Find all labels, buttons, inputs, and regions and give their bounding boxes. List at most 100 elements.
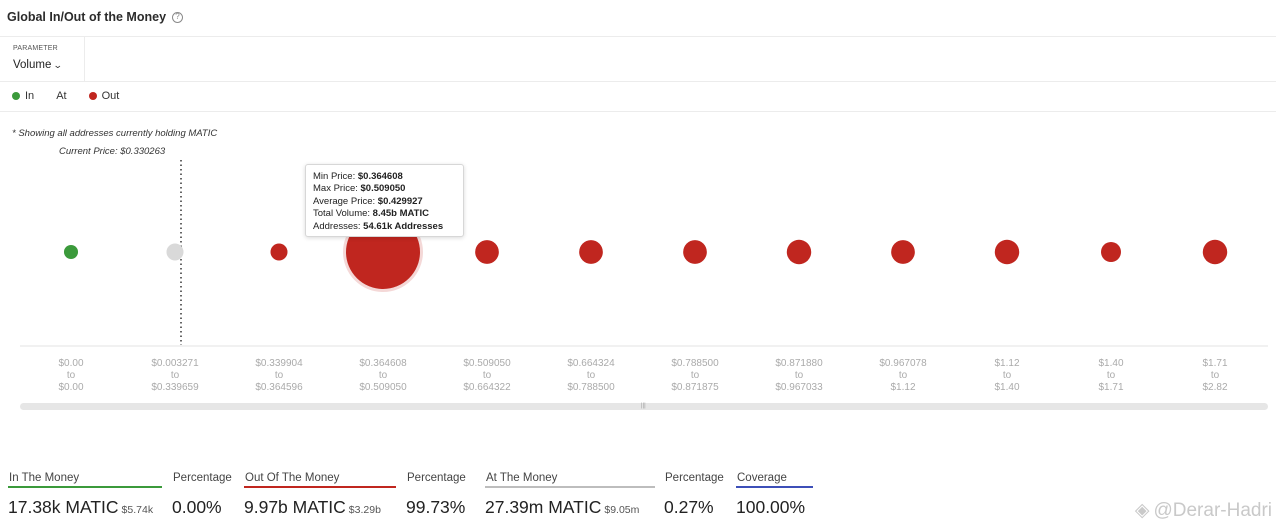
tooltip-row-min: Min Price: $0.364608 [313, 171, 403, 182]
stat-coverage: Coverage 100.00% [736, 468, 813, 518]
stat-label: Percentage [173, 472, 232, 484]
tooltip-row-avg: Average Price: $0.429927 [313, 195, 423, 207]
legend: In At Out [12, 90, 141, 102]
bucket-to-word: to [171, 370, 180, 381]
legend-label: Out [101, 90, 120, 102]
bubble-out [475, 240, 499, 264]
bucket-from-label: $0.967078 [879, 358, 927, 369]
bucket-to-label: $0.00 [58, 382, 83, 393]
title-row: Global In/Out of the Money ? [7, 9, 184, 25]
bucket-from-label: $0.509050 [463, 358, 511, 369]
bucket-to-label: $1.12 [890, 382, 915, 393]
bubble-out [1202, 239, 1228, 265]
bucket-to-label: $2.82 [1202, 382, 1227, 393]
stat-value: 99.73% [406, 497, 466, 517]
bubble-in [63, 244, 79, 260]
stat-in-the-money: In The Money 17.38k MATIC $5.74k [8, 468, 162, 518]
bubble-out [683, 240, 707, 264]
bucket-from-label: $1.71 [1202, 358, 1227, 369]
stat-value: 17.38k MATIC $5.74k [8, 497, 154, 517]
bucket-to-label: $0.967033 [775, 382, 823, 393]
stat-percentage-at: Percentage 0.27% [664, 468, 726, 518]
bucket-from-label: $0.871880 [775, 358, 823, 369]
bucket-to-label: $1.71 [1098, 382, 1123, 393]
stat-label: At The Money [485, 468, 655, 488]
stat-value: 9.97b MATIC $3.29b [244, 497, 381, 517]
stat-value: 0.27% [664, 497, 714, 517]
bucket-from-label: $0.00 [58, 358, 83, 369]
stat-label: Out Of The Money [244, 468, 396, 488]
bucket-to-label: $0.788500 [567, 382, 615, 393]
bucket-to-word: to [483, 370, 492, 381]
stat-value: 27.39m MATIC $9.05m [485, 497, 640, 517]
bucket-from-label: $0.664324 [567, 358, 615, 369]
bucket-from-label: $0.339904 [255, 358, 303, 369]
bubble-out [1101, 242, 1121, 262]
bucket-from-label: $0.788500 [671, 358, 719, 369]
chart-scrollbar[interactable]: ||| [20, 403, 1268, 410]
bucket-to-label: $0.364596 [255, 382, 303, 393]
divider [0, 36, 1276, 37]
bucket-from-label: $0.364608 [359, 358, 407, 369]
bucket-to-word: to [1107, 370, 1116, 381]
divider [0, 111, 1276, 112]
bucket-to-label: $0.871875 [671, 382, 719, 393]
bucket-to-word: to [899, 370, 908, 381]
bucket-to-word: to [275, 370, 284, 381]
stat-label: Percentage [665, 472, 724, 484]
tooltip-row-max: Max Price: $0.509050 [313, 183, 406, 195]
bucket-to-word: to [691, 370, 700, 381]
bucket-from-label: $1.12 [994, 358, 1019, 369]
bucket-to-label: $1.40 [994, 382, 1019, 393]
bucket-to-label: $0.509050 [359, 382, 407, 393]
legend-label: At [56, 90, 67, 102]
bucket-to-word: to [1211, 370, 1220, 381]
bucket-to-word: to [587, 370, 596, 381]
bucket-to-word: to [795, 370, 804, 381]
legend-item-out[interactable]: Out [88, 90, 120, 102]
legend-label: In [25, 90, 35, 102]
bubble-out [891, 240, 915, 264]
legend-item-in[interactable]: In [12, 90, 34, 102]
bucket-from-label: $0.003271 [151, 358, 199, 369]
chevron-down-icon: ⌄ [53, 59, 64, 70]
divider [0, 81, 1276, 82]
bubble-out [270, 243, 288, 261]
stats-bar: In The Money 17.38k MATIC $5.74k Percenta… [0, 468, 1280, 528]
bucket-to-word: to [67, 370, 76, 381]
watermark: ◈ @Derar-Hadri [1135, 499, 1272, 522]
stat-value: 100.00% [736, 497, 806, 517]
page-title: Global In/Out of the Money [7, 10, 167, 24]
grip-icon[interactable]: ||| [641, 403, 646, 409]
holders-note: * Showing all addresses currently holdin… [12, 128, 218, 139]
parameter-value: Volume [13, 59, 52, 71]
parameter-selector: PARAMETER Volume ⌄ [0, 37, 85, 81]
tooltip-row-addresses: Addresses: 54.61k Addresses [313, 220, 444, 232]
question-circle-icon[interactable]: ? [172, 11, 184, 23]
stat-at-the-money: At The Money 27.39m MATIC $9.05m [485, 468, 655, 518]
bubble-out [579, 240, 603, 264]
legend-dot-in [12, 92, 20, 100]
stat-value: 0.00% [172, 497, 222, 517]
legend-dot-out [88, 92, 97, 100]
parameter-dropdown[interactable]: Volume ⌄ [13, 59, 64, 71]
bubble-out [994, 239, 1020, 265]
legend-item-at[interactable]: At [56, 90, 66, 102]
parameter-label: PARAMETER [13, 45, 58, 52]
stat-label: In The Money [8, 468, 162, 488]
diamond-logo-icon: ◈ [1134, 500, 1150, 521]
current-price-label: Current Price: $0.330263 [59, 146, 166, 157]
stat-percentage-in: Percentage 0.00% [172, 468, 234, 518]
bubble-out [786, 239, 812, 265]
bucket-to-label: $0.339659 [151, 382, 199, 393]
stat-label: Percentage [407, 472, 466, 484]
stat-label: Coverage [736, 468, 813, 488]
bucket-to-label: $0.664322 [463, 382, 511, 393]
stat-out-of-the-money: Out Of The Money 9.97b MATIC $3.29b [244, 468, 396, 518]
watermark-text: @Derar-Hadri [1153, 499, 1272, 521]
iomap-chart: $0.00to$0.00$0.003271to$0.339659$0.33990… [20, 160, 1268, 393]
bucket-to-word: to [1003, 370, 1012, 381]
stat-percentage-out: Percentage 99.73% [406, 468, 474, 518]
bucket-from-label: $1.40 [1098, 358, 1123, 369]
tooltip-row-volume: Total Volume: 8.45b MATIC [313, 208, 429, 220]
